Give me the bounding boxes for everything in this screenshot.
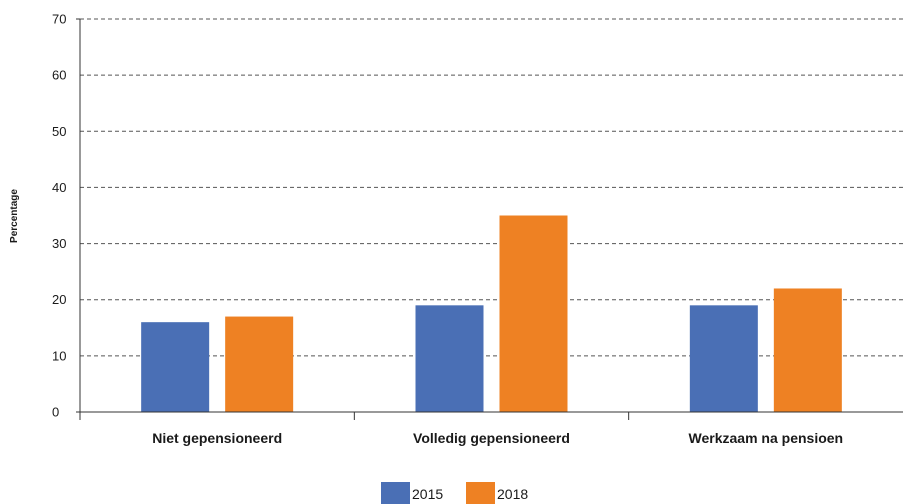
legend-label: 2015 <box>412 486 443 502</box>
bar-2015-3 <box>689 305 758 412</box>
y-tick-label: 30 <box>52 236 66 251</box>
y-tick-label: 70 <box>52 12 66 27</box>
bar-2015-1 <box>141 322 210 412</box>
legend-item-2018: 2018 <box>466 482 528 504</box>
bars <box>141 215 842 412</box>
legend-item-2015: 2015 <box>381 482 443 504</box>
y-tick-label: 40 <box>52 180 66 195</box>
axes <box>76 18 903 420</box>
bar-2015-2 <box>415 305 484 412</box>
legend-swatch <box>466 482 495 504</box>
bar-2018-1 <box>225 316 294 412</box>
x-category-label: Werkzaam na pensioen <box>689 430 844 446</box>
legend-label: 2018 <box>497 486 528 502</box>
bar-2018-3 <box>773 288 842 412</box>
y-axis-title: Percentage <box>9 189 20 243</box>
x-category-label: Niet gepensioneerd <box>152 430 282 446</box>
y-axis-ticks: 0 10 20 30 40 50 60 70 <box>52 12 66 420</box>
x-category-label: Volledig gepensioneerd <box>413 430 570 446</box>
legend: 2015 2018 <box>381 482 528 504</box>
y-tick-label: 20 <box>52 292 66 307</box>
y-tick-label: 0 <box>52 405 59 420</box>
bar-2018-2 <box>499 215 568 412</box>
legend-swatch <box>381 482 410 504</box>
y-tick-label: 50 <box>52 124 66 139</box>
y-tick-label: 10 <box>52 348 66 363</box>
y-tick-label: 60 <box>52 68 66 83</box>
x-axis-category-labels: Niet gepensioneerd Volledig gepensioneerd… <box>152 430 843 446</box>
